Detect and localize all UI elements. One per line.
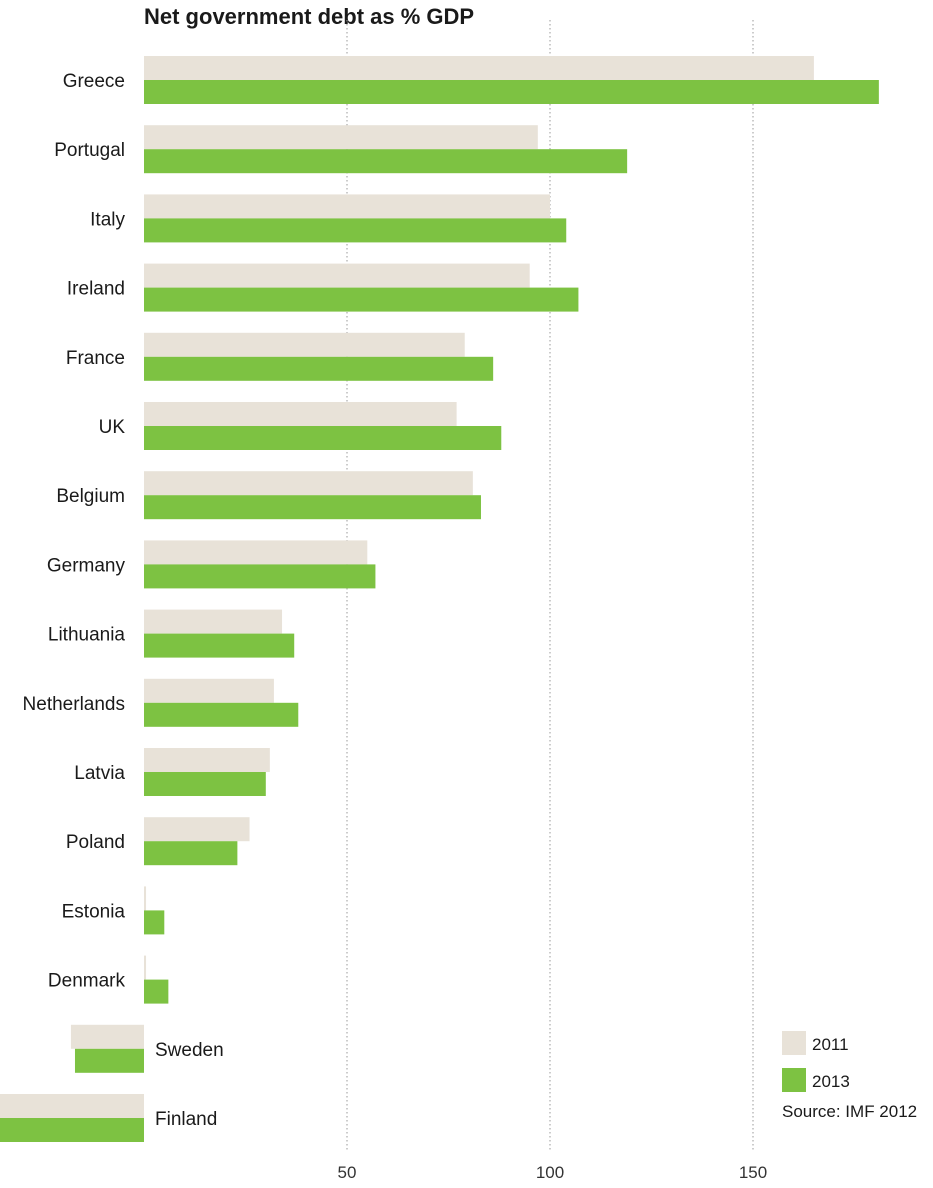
category-label-denmark: Denmark xyxy=(48,971,126,992)
bar-ireland-2013 xyxy=(144,287,579,312)
bar-germany-2013 xyxy=(144,564,376,589)
category-label-uk: UK xyxy=(99,417,126,438)
legend-swatch-2011 xyxy=(782,1031,806,1055)
bar-italy-2013 xyxy=(144,218,567,243)
bar-poland-2013 xyxy=(144,841,238,866)
tick-label-150: 150 xyxy=(739,1163,767,1182)
bar-uk-2013 xyxy=(144,426,502,450)
legend-label-2013: 2013 xyxy=(812,1072,850,1091)
bar-ireland-2011 xyxy=(144,263,530,288)
tick-label-100: 100 xyxy=(536,1163,564,1182)
bar-denmark-2013 xyxy=(144,979,169,1004)
chart-title: Net government debt as % GDP xyxy=(144,4,475,29)
category-label-france: France xyxy=(66,348,125,369)
bar-belgium-2013 xyxy=(144,495,481,520)
bar-sweden-2013 xyxy=(74,1048,144,1073)
tick-label-50: 50 xyxy=(338,1163,357,1182)
bar-finland-2013 xyxy=(0,1118,145,1142)
source-note: Source: IMF 2012 xyxy=(782,1102,917,1121)
bar-lithuania-2013 xyxy=(144,633,295,658)
category-label-finland: Finland xyxy=(155,1109,217,1130)
category-label-lithuania: Lithuania xyxy=(48,625,126,646)
category-labels: Greece Portugal Italy Ireland France UK Belgiu… xyxy=(23,71,224,1130)
category-label-poland: Poland xyxy=(66,832,125,853)
legend: 2011 2013 Source: IMF 2012 xyxy=(782,1031,917,1121)
bar-portugal-2011 xyxy=(144,125,538,150)
bar-italy-2011 xyxy=(144,194,550,219)
bar-latvia-2011 xyxy=(144,748,270,772)
bar-estonia-2011 xyxy=(144,886,147,911)
bar-finland-2011 xyxy=(0,1094,145,1118)
bar-denmark-2011 xyxy=(144,955,147,980)
category-label-ireland: Ireland xyxy=(67,279,125,300)
category-label-italy: Italy xyxy=(90,209,125,230)
bar-netherlands-2013 xyxy=(144,702,299,727)
bar-latvia-2013 xyxy=(144,772,266,796)
category-label-sweden: Sweden xyxy=(155,1040,224,1061)
bar-france-2013 xyxy=(144,356,494,381)
category-label-netherlands: Netherlands xyxy=(23,694,125,715)
bar-belgium-2011 xyxy=(144,471,473,496)
category-label-greece: Greece xyxy=(63,71,125,92)
legend-swatch-2013 xyxy=(782,1068,806,1092)
bar-portugal-2013 xyxy=(144,149,628,174)
bar-lithuania-2011 xyxy=(144,609,283,634)
bars xyxy=(0,56,879,1142)
bar-estonia-2013 xyxy=(144,910,165,935)
legend-label-2011: 2011 xyxy=(812,1035,849,1054)
category-label-belgium: Belgium xyxy=(56,486,125,507)
bar-netherlands-2011 xyxy=(144,678,274,703)
category-label-latvia: Latvia xyxy=(74,763,125,784)
gridlines xyxy=(346,20,754,1150)
bar-france-2011 xyxy=(144,332,465,357)
category-label-estonia: Estonia xyxy=(62,901,126,922)
bar-greece-2013 xyxy=(144,80,879,104)
bar-uk-2011 xyxy=(144,402,457,426)
category-label-portugal: Portugal xyxy=(54,140,125,161)
category-label-germany: Germany xyxy=(47,555,126,576)
bar-germany-2011 xyxy=(144,540,368,565)
x-axis-ticks: 50 100 150 xyxy=(338,1163,768,1182)
bar-greece-2011 xyxy=(144,56,814,80)
bar-poland-2011 xyxy=(144,817,250,842)
bar-sweden-2011 xyxy=(70,1024,144,1049)
